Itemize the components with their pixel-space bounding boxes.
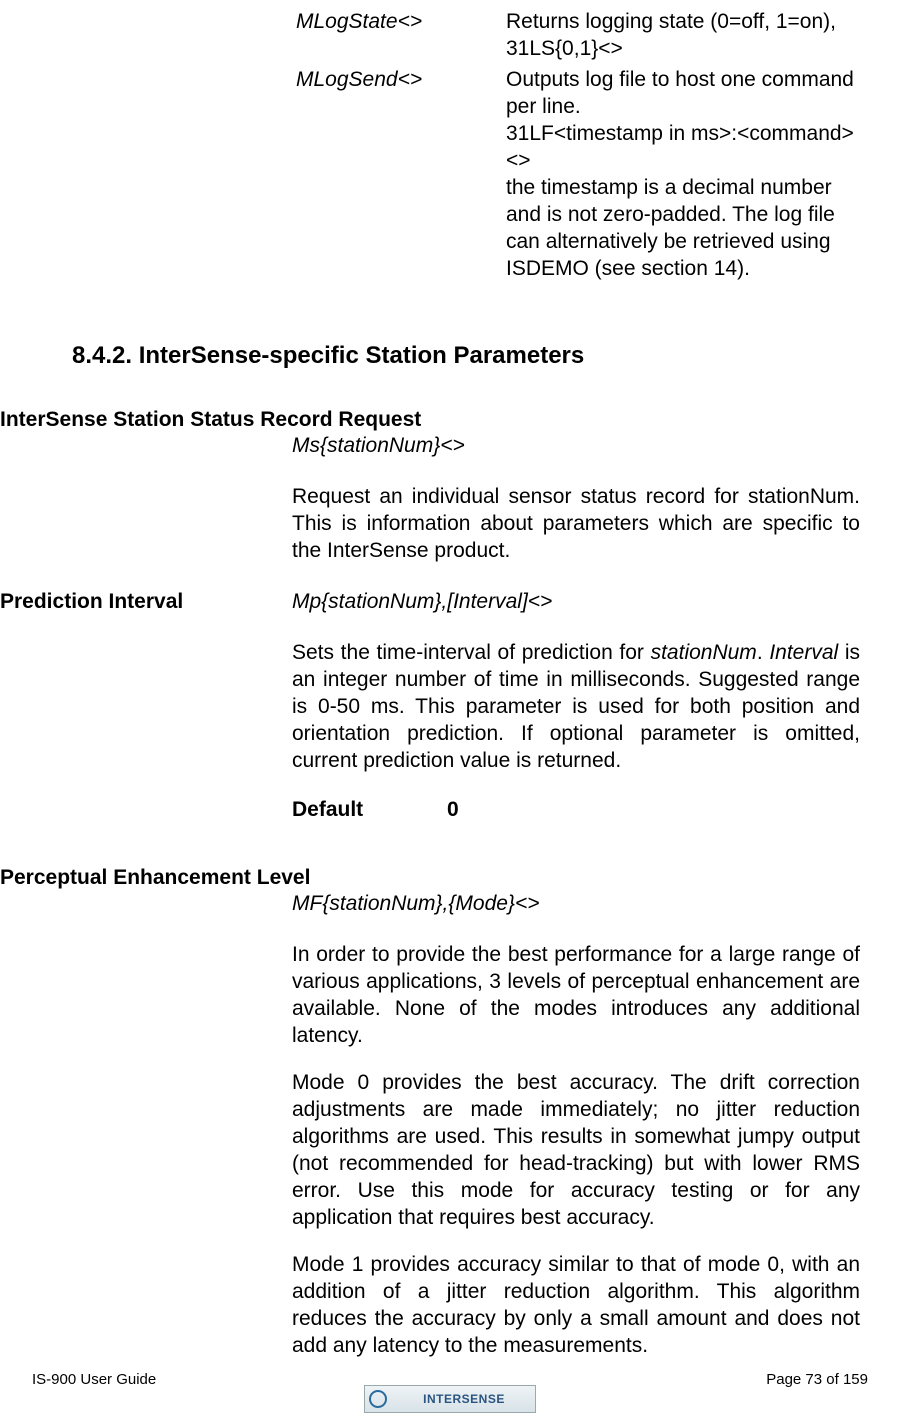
param-title-perceptual: Perceptual Enhancement Level bbox=[0, 866, 860, 890]
text: Sets the time-interval of prediction for bbox=[292, 641, 651, 664]
cmd-desc: Outputs log file to host one command per… bbox=[506, 66, 860, 282]
cmd-desc: Returns logging state (0=off, 1=on), 31L… bbox=[506, 8, 860, 62]
default-value: 0 bbox=[447, 798, 459, 822]
footer-logo-wrap: INTERSENSE bbox=[0, 1385, 900, 1418]
logo-text: INTERSENSE bbox=[423, 1392, 505, 1406]
default-label: Default bbox=[292, 798, 363, 821]
cmd-row-mlogstate: MLogState<> Returns logging state (0=off… bbox=[0, 8, 860, 62]
syntax-line: MF{stationNum},{Mode}<> bbox=[292, 890, 860, 917]
param-body: Mode 0 provides the best accuracy. The d… bbox=[292, 1069, 860, 1231]
syntax-line: Ms{stationNum}<> bbox=[292, 432, 860, 459]
intersense-logo-icon: INTERSENSE bbox=[364, 1385, 536, 1413]
text-em: stationNum bbox=[651, 641, 757, 664]
param-body: Mode 1 provides accuracy similar to that… bbox=[292, 1251, 860, 1359]
desc-line: the timestamp is a decimal number and is… bbox=[506, 174, 860, 282]
param-body: Sets the time-interval of prediction for… bbox=[292, 639, 860, 774]
cmd-row-mlogsend: MLogSend<> Outputs log file to host one … bbox=[0, 66, 860, 282]
default-line: Default 0 bbox=[292, 798, 860, 822]
param-row-prediction: Prediction Interval Mp{stationNum},[Inte… bbox=[0, 588, 860, 615]
desc-line: Outputs log file to host one command per… bbox=[506, 66, 860, 120]
section-heading: 8.4.2. InterSense-specific Station Param… bbox=[72, 342, 860, 370]
param-title-status-record: InterSense Station Status Record Request bbox=[0, 408, 860, 432]
cmd-name: MLogState<> bbox=[296, 8, 506, 62]
text: . bbox=[757, 641, 770, 664]
param-body: Request an individual sensor status reco… bbox=[292, 483, 860, 564]
text-em: Interval bbox=[769, 641, 838, 664]
param-body: In order to provide the best performance… bbox=[292, 941, 860, 1049]
cmd-name: MLogSend<> bbox=[296, 66, 506, 282]
param-label: Prediction Interval bbox=[0, 588, 292, 615]
syntax-line: Mp{stationNum},[Interval]<> bbox=[292, 588, 860, 615]
desc-line: 31LF<timestamp in ms>:<command><> bbox=[506, 120, 860, 174]
